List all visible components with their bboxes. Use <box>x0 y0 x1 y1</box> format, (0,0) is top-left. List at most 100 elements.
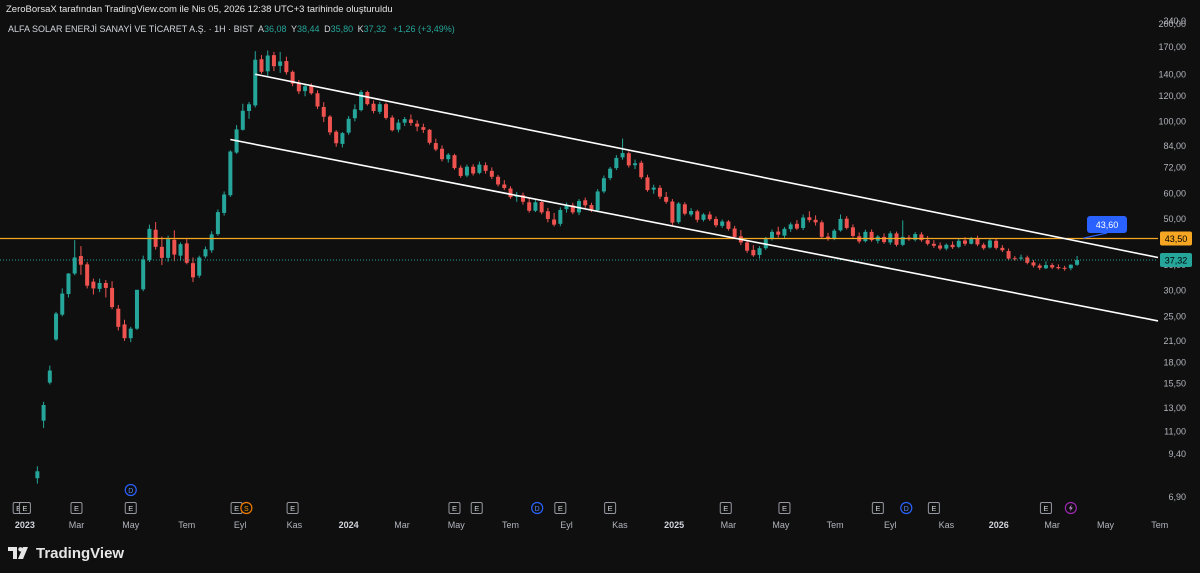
candle <box>340 132 345 148</box>
earnings-event-frame <box>778 502 791 514</box>
candle <box>520 192 525 205</box>
candle-body <box>601 178 606 192</box>
candle-body <box>483 165 488 171</box>
candle-body <box>464 166 469 176</box>
candle <box>178 242 183 261</box>
candle-body <box>116 308 121 327</box>
candle-body <box>981 244 986 249</box>
candle-body <box>639 162 644 178</box>
candle-body <box>259 59 264 72</box>
candle-body <box>987 240 992 248</box>
candle-body <box>384 104 388 118</box>
candle <box>215 209 220 236</box>
candle <box>956 238 961 249</box>
candle <box>720 219 725 228</box>
candle-body <box>676 203 681 223</box>
candle-body <box>340 133 345 144</box>
candle <box>240 103 245 131</box>
close-value: 37,32 <box>363 24 387 34</box>
last-price-label-text: 37,32 <box>1165 256 1188 266</box>
candle-body <box>608 168 613 179</box>
candle <box>900 220 905 247</box>
candle <box>527 197 532 213</box>
time-axis[interactable]: 2023 Mar May Tem Eyl Kas 2024 Mar May Tem Eyl Kas 20… <box>15 520 1168 530</box>
candle <box>987 238 992 249</box>
earnings-event-icon: E <box>871 502 884 514</box>
earnings-event-frame <box>719 502 732 514</box>
time-axis-tick: Tem <box>1151 520 1168 530</box>
candle-body <box>203 249 208 257</box>
candle <box>446 153 451 163</box>
candle-body <box>159 246 164 258</box>
candle-body <box>651 187 656 190</box>
earnings-event-frame <box>448 502 461 514</box>
candle <box>695 209 700 223</box>
earnings-event-frame <box>286 502 299 514</box>
candle-body <box>770 231 774 239</box>
candle <box>315 90 320 110</box>
candle <box>745 240 750 253</box>
candle <box>931 240 936 248</box>
horizontal-level-price-label: 43,50 <box>1160 231 1192 246</box>
time-axis-tick: Mar <box>721 520 737 530</box>
candle <box>141 255 146 292</box>
candle <box>327 115 332 136</box>
candle-body <box>408 119 413 123</box>
candle-body <box>47 370 52 383</box>
close-label: K <box>357 24 364 34</box>
earnings-event-frame <box>1039 502 1052 514</box>
candle-body <box>726 221 731 229</box>
candle <box>191 257 195 283</box>
candle <box>103 279 108 298</box>
price-axis-tick: 60,00 <box>1163 188 1186 198</box>
candle <box>875 235 880 244</box>
candle-body <box>191 263 195 278</box>
candle-body <box>415 123 420 127</box>
candle <box>1037 263 1042 270</box>
candle-body <box>732 228 737 237</box>
candle-body <box>303 86 308 92</box>
candle <box>166 235 171 262</box>
earnings-event-icon: E <box>604 502 617 514</box>
candle <box>128 326 133 343</box>
candle-body <box>209 234 214 251</box>
candle-body <box>539 202 544 213</box>
candle <box>819 220 824 239</box>
candle-body <box>41 405 46 421</box>
candle-body <box>850 227 855 236</box>
price-axis-tick: 15,50 <box>1163 379 1186 389</box>
earnings-event-letter: E <box>1043 504 1048 513</box>
earnings-event-letter: E <box>723 504 728 513</box>
candle <box>153 222 158 250</box>
dividend-event-circle <box>900 501 913 515</box>
candle-body <box>371 103 376 112</box>
candle <box>738 230 743 246</box>
earnings-event-icon: E <box>554 502 567 514</box>
candle-body <box>1025 257 1030 263</box>
candle-body <box>489 170 494 177</box>
candle <box>47 365 52 385</box>
candle <box>1006 248 1011 261</box>
time-axis-tick: May <box>772 520 790 530</box>
earnings-event-icon: E <box>286 502 299 514</box>
time-axis-tick: 2024 <box>339 520 359 530</box>
candle-body <box>222 194 227 213</box>
candle <box>1025 255 1030 265</box>
chart-attribution: ZeroBorsaX tarafından TradingView.com il… <box>6 4 393 15</box>
open-value: 36,08 <box>263 24 287 34</box>
price-axis[interactable]: 240,0 6,90 9,40 11,00 13,00 15,50 18,00 21,00 25… <box>1158 16 1186 502</box>
candle-body <box>346 118 351 133</box>
candle <box>975 235 980 247</box>
candle-body <box>446 154 451 160</box>
candle-body <box>882 236 887 243</box>
earnings-event-letter: E <box>608 504 613 513</box>
candle-body <box>265 55 270 72</box>
time-axis-tick: Mar <box>69 520 85 530</box>
callout-label: 43,60 <box>1096 220 1119 230</box>
earnings-event-frame <box>18 502 31 514</box>
candle-body <box>296 82 301 92</box>
candle <box>869 229 874 242</box>
candle <box>713 216 718 228</box>
candle <box>433 138 438 152</box>
